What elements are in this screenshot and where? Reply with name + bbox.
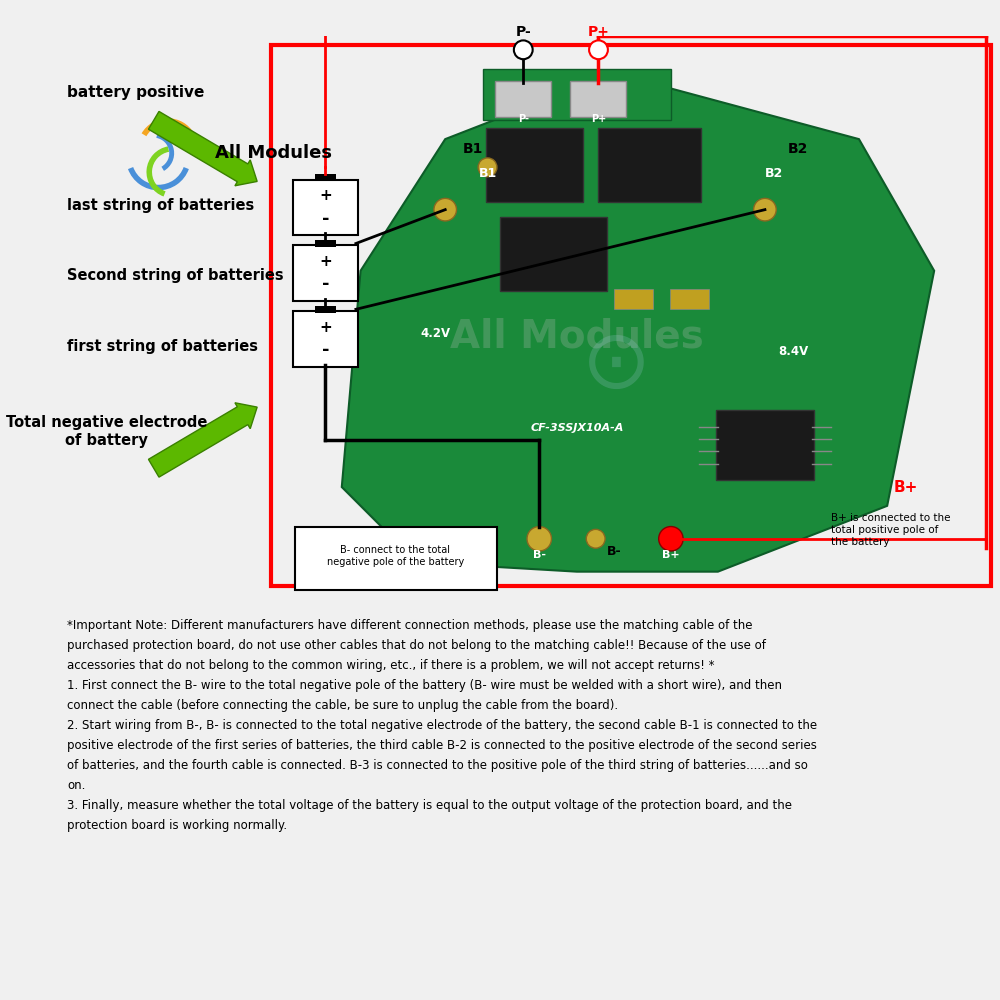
FancyBboxPatch shape (614, 289, 653, 309)
Text: CF-3SSJX10A-A: CF-3SSJX10A-A (530, 423, 624, 433)
Text: P-: P- (518, 114, 529, 124)
Circle shape (434, 198, 456, 221)
Circle shape (754, 198, 776, 221)
Circle shape (514, 40, 533, 59)
Circle shape (659, 527, 683, 551)
Polygon shape (483, 69, 671, 120)
Text: B1: B1 (478, 167, 497, 180)
FancyBboxPatch shape (293, 180, 358, 235)
Text: B+: B+ (662, 550, 680, 560)
FancyBboxPatch shape (716, 410, 814, 480)
Text: All Modules: All Modules (450, 318, 704, 356)
Text: ⊙: ⊙ (502, 324, 652, 405)
Text: +: + (319, 254, 332, 269)
Text: All Modules: All Modules (215, 144, 332, 162)
FancyArrow shape (148, 403, 257, 477)
Text: +: + (319, 188, 332, 203)
FancyBboxPatch shape (315, 240, 336, 247)
Circle shape (527, 527, 551, 551)
Text: B-: B- (533, 550, 546, 560)
Text: P-: P- (515, 25, 531, 39)
Text: P+: P+ (588, 25, 609, 39)
Text: P+: P+ (591, 114, 606, 124)
Text: -: - (322, 275, 329, 293)
FancyArrow shape (148, 111, 257, 186)
Text: B+: B+ (894, 480, 918, 495)
Text: B+ is connected to the
total positive pole of
the battery: B+ is connected to the total positive po… (831, 513, 950, 547)
Text: battery positive: battery positive (67, 85, 205, 100)
FancyBboxPatch shape (315, 306, 336, 313)
Text: -: - (322, 341, 329, 359)
FancyBboxPatch shape (295, 527, 497, 590)
Polygon shape (342, 73, 934, 572)
FancyBboxPatch shape (598, 128, 701, 202)
Text: Total negative electrode
of battery: Total negative electrode of battery (6, 415, 207, 448)
FancyBboxPatch shape (486, 128, 583, 202)
Text: -: - (322, 210, 329, 228)
Text: last string of batteries: last string of batteries (67, 198, 254, 213)
FancyBboxPatch shape (495, 81, 551, 117)
Text: B- connect to the total
negative pole of the battery: B- connect to the total negative pole of… (327, 545, 464, 567)
FancyBboxPatch shape (293, 245, 358, 301)
Text: *Important Note: Different manufacturers have different connection methods, plea: *Important Note: Different manufacturers… (67, 619, 817, 832)
Text: first string of batteries: first string of batteries (67, 339, 258, 354)
Text: 4.2V: 4.2V (421, 327, 451, 340)
FancyBboxPatch shape (293, 311, 358, 367)
FancyBboxPatch shape (670, 289, 709, 309)
Text: 8.4V: 8.4V (778, 345, 808, 358)
Text: B2: B2 (765, 167, 783, 180)
FancyBboxPatch shape (500, 217, 607, 291)
Text: B-: B- (607, 545, 622, 558)
FancyBboxPatch shape (315, 174, 336, 181)
Text: +: + (319, 320, 332, 335)
Circle shape (478, 158, 497, 177)
Text: Second string of batteries: Second string of batteries (67, 268, 284, 283)
Circle shape (589, 40, 608, 59)
FancyBboxPatch shape (570, 81, 626, 117)
Text: B1: B1 (463, 142, 484, 156)
Circle shape (586, 529, 605, 548)
Text: B2: B2 (788, 142, 808, 156)
